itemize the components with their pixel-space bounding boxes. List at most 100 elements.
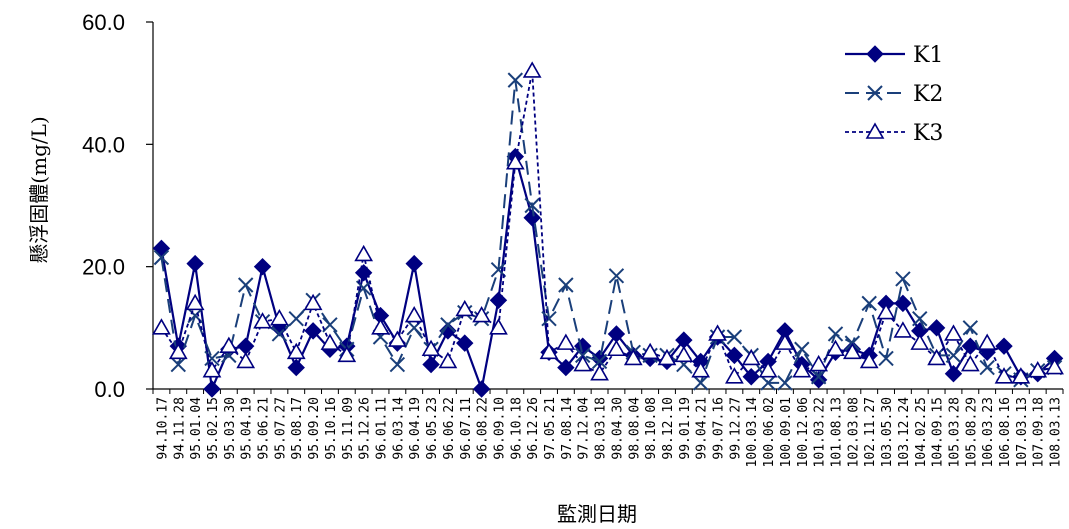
x-stroke [878, 350, 894, 367]
data-point-k3 [775, 333, 795, 350]
data-point-k2 [524, 197, 540, 214]
data-point-k2 [878, 350, 894, 367]
x-tick-label: 105.03.28 [947, 397, 962, 467]
data-point-k3 [421, 339, 441, 357]
x-tick-label: 107.03.13 [1015, 397, 1030, 467]
x-stroke [794, 341, 810, 357]
x-tick-label: 104.09.15 [931, 397, 946, 467]
data-point-k3 [522, 61, 542, 78]
data-point-k3 [1011, 367, 1031, 384]
x-tick-labels: 94.10.17 94.11.28 95.01.04 95.02.15 95.03.30… [155, 397, 1063, 468]
x-tick-label: 95.03.30 [223, 397, 238, 460]
data-point-k2 [591, 353, 608, 370]
data-point-k2 [355, 280, 372, 296]
legend-marker [867, 85, 883, 101]
data-point-k3 [1045, 357, 1064, 375]
x-stroke [895, 271, 911, 287]
data-point-k3 [236, 351, 256, 369]
x-tick-label: 98.04.30 [610, 397, 625, 460]
x-tick-label: 95.11.09 [341, 397, 356, 460]
data-point-k3 [556, 333, 576, 350]
data-point-k1 [422, 355, 440, 374]
x-tick-label: 96.01.11 [375, 397, 390, 460]
x-tick-label: 105.08.29 [964, 397, 979, 467]
x-tick-label: 96.05.23 [425, 397, 440, 460]
data-point-k3 [455, 299, 475, 317]
legend-label: K2 [913, 82, 943, 107]
data-point-k3 [657, 348, 677, 366]
data-point-k3 [640, 342, 660, 360]
data-point-k2 [962, 320, 979, 336]
data-point-k3 [876, 302, 896, 320]
data-point-k2 [861, 295, 877, 312]
x-stroke [810, 369, 827, 385]
x-tick-label: 95.06.21 [257, 397, 272, 460]
x-tick-label: 102.03.08 [846, 397, 861, 467]
legend-label: K1 [913, 43, 943, 68]
x-stroke [541, 310, 557, 327]
data-point-k1 [203, 380, 221, 398]
x-tick-label: 107.09.18 [1032, 397, 1047, 467]
data-point-k1 [354, 264, 373, 282]
x-tick-label: 101.08.13 [830, 397, 845, 467]
x-stroke [777, 375, 793, 391]
x-tick-label: 98.10.08 [644, 397, 659, 460]
y-axis-label: 懸浮固體(mg/L) [27, 116, 51, 263]
x-stroke [979, 359, 995, 376]
data-point-k3 [303, 293, 323, 311]
data-point-k2 [794, 341, 810, 357]
data-point-k3 [185, 293, 205, 311]
x-tick-label: 103.05.30 [880, 397, 895, 467]
x-tick-label: 100.09.01 [779, 397, 794, 467]
x-tick-label: 95.12.26 [358, 397, 373, 460]
series-k1 [152, 147, 1064, 398]
data-point-k3 [286, 342, 306, 360]
x-tick-label: 94.10.17 [155, 397, 170, 460]
axes [146, 21, 1064, 394]
data-point-k1 [742, 368, 760, 386]
x-tick-label: 104.02.25 [914, 397, 929, 467]
data-point-k3 [1028, 361, 1048, 378]
data-point-k2 [237, 277, 254, 293]
x-stroke [558, 277, 574, 293]
data-point-k3 [623, 348, 643, 366]
data-point-k2 [558, 277, 574, 293]
data-point-k3 [539, 342, 559, 360]
x-tick-label: 97.05.21 [543, 397, 558, 460]
data-point-k3 [371, 318, 390, 335]
data-point-k3 [253, 312, 272, 329]
data-point-k3 [792, 361, 812, 378]
data-point-k3 [320, 333, 340, 350]
data-point-k3 [977, 333, 997, 350]
data-point-k3 [994, 367, 1014, 384]
x-tick-label: 95.09.20 [307, 397, 322, 460]
x-tick-label: 95.01.04 [189, 397, 204, 460]
x-tick-label: 95.08.17 [290, 397, 305, 460]
legend: K1 K2 K3 [845, 43, 943, 146]
y-tick-labels: 0.0 20.0 40.0 60.0 [82, 10, 125, 402]
data-point-k1 [927, 319, 946, 337]
x-stroke [170, 356, 186, 373]
data-point-k3 [354, 244, 374, 262]
data-point-k2 [440, 317, 456, 333]
x-stroke [507, 72, 524, 88]
data-point-k3 [842, 342, 862, 360]
x-stroke [591, 353, 608, 370]
data-point-k3 [337, 345, 357, 363]
x-tick-label: 95.02.15 [206, 397, 221, 460]
x-stroke [288, 310, 304, 327]
x-stroke [962, 320, 979, 336]
x-stroke [912, 310, 928, 327]
data-point-k3 [741, 348, 761, 366]
data-point-k1 [152, 239, 171, 258]
data-point-k2 [406, 320, 422, 336]
legend-item-k1: K1 [845, 43, 943, 68]
x-stroke [945, 347, 962, 364]
x-tick-label: 99.04.21 [695, 397, 710, 460]
data-point-k3 [404, 305, 424, 323]
data-point-k2 [827, 326, 844, 342]
x-stroke [726, 329, 743, 345]
data-point-k3 [826, 339, 845, 357]
data-point-k1 [287, 358, 305, 377]
